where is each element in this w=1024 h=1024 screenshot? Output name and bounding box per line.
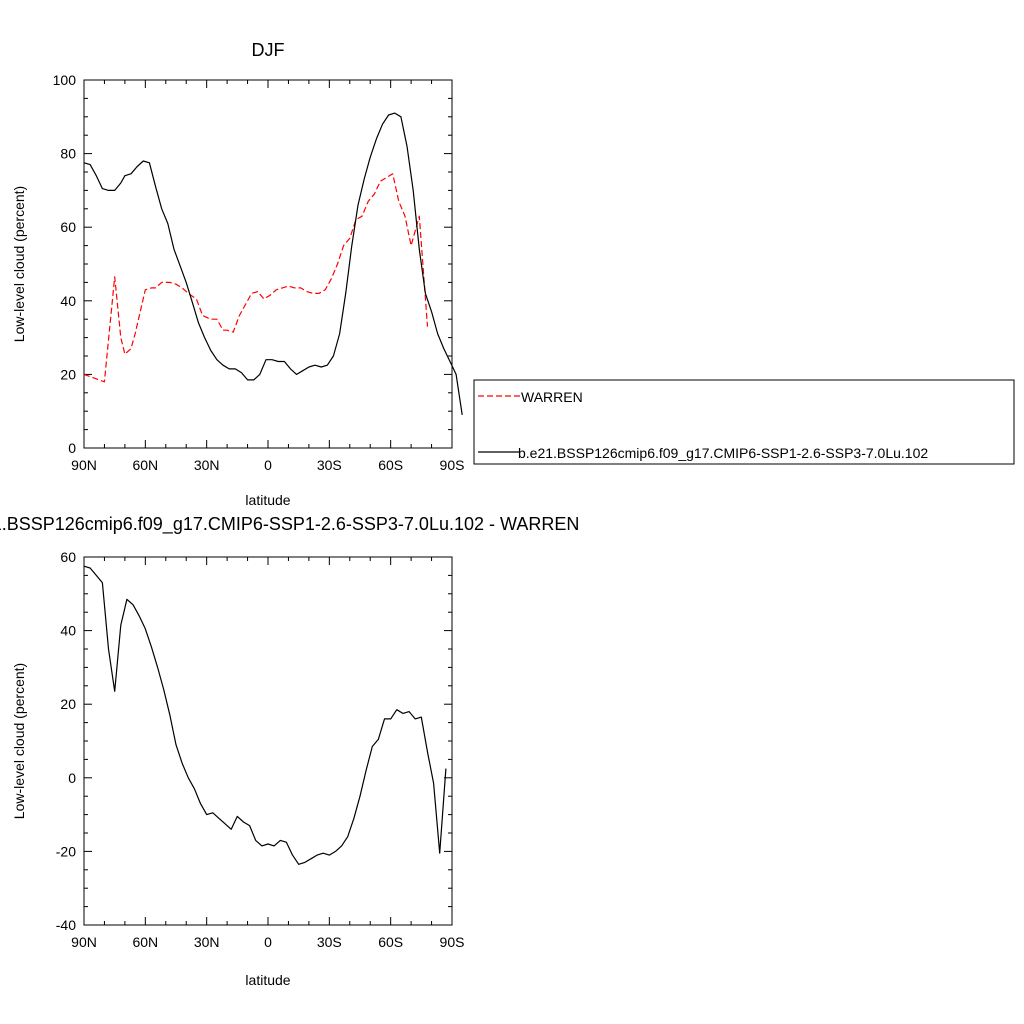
y-tick-label: -20 — [56, 843, 76, 859]
y-ticks: 0 20 40 60 80 100 — [53, 72, 452, 456]
x-tick-label: 30N — [194, 934, 220, 950]
y-tick-label: 80 — [60, 146, 76, 162]
plot-frame — [83, 79, 453, 449]
x-tick-label: 90S — [440, 934, 465, 950]
series-line-warren — [83, 173, 429, 383]
y-tick-label: 40 — [60, 623, 76, 639]
x-tick-label: 60S — [378, 457, 403, 473]
x-axis-label: latitude — [245, 492, 290, 508]
legend-label-warren: WARREN — [521, 389, 583, 405]
y-tick-label: 20 — [60, 696, 76, 712]
x-tick-label: 0 — [264, 934, 272, 950]
x-tick-label: 30S — [317, 457, 342, 473]
y-tick-label: 60 — [60, 219, 76, 235]
chart-panel-top: DJF Low-level cloud (percent) latitude 9… — [11, 40, 464, 508]
chart-panel-bottom: b.e21.BSSP126cmip6.f09_g17.CMIP6-SSP1-2.… — [0, 514, 579, 988]
legend-box — [473, 379, 1015, 465]
y-tick-label: -40 — [56, 917, 76, 933]
y-ticks: -40 -20 0 20 40 60 — [56, 549, 452, 933]
x-ticks: 90N 60N 30N 0 30S 60S 90S — [71, 80, 464, 473]
x-tick-label: 90S — [440, 457, 465, 473]
y-axis-label: Low-level cloud (percent) — [11, 663, 27, 819]
series-lines — [83, 112, 463, 415]
chart-title: DJF — [252, 40, 285, 60]
x-ticks: 90N 60N 30N 0 30S 60S 90S — [71, 557, 464, 950]
x-tick-label: 90N — [71, 934, 97, 950]
x-tick-label: 60S — [378, 934, 403, 950]
x-tick-label: 30N — [194, 457, 220, 473]
x-axis-label: latitude — [245, 972, 290, 988]
x-tick-label: 0 — [264, 457, 272, 473]
legend-label-model: b.e21.BSSP126cmip6.f09_g17.CMIP6-SSP1-2.… — [518, 445, 928, 461]
y-tick-label: 60 — [60, 549, 76, 565]
plot-frame — [83, 556, 453, 926]
chart-title: b.e21.BSSP126cmip6.f09_g17.CMIP6-SSP1-2.… — [0, 514, 579, 535]
y-tick-label: 0 — [68, 440, 76, 456]
legend: WARREN b.e21.BSSP126cmip6.f09_g17.CMIP6-… — [473, 379, 1015, 465]
y-tick-label: 20 — [60, 366, 76, 382]
x-tick-label: 30S — [317, 934, 342, 950]
y-tick-label: 0 — [68, 770, 76, 786]
series-lines — [83, 565, 447, 865]
y-tick-label: 100 — [53, 72, 77, 88]
x-tick-label: 60N — [132, 457, 158, 473]
series-line-model — [83, 565, 447, 865]
y-axis-label: Low-level cloud (percent) — [11, 186, 27, 342]
x-tick-label: 90N — [71, 457, 97, 473]
y-tick-label: 40 — [60, 293, 76, 309]
x-tick-label: 60N — [132, 934, 158, 950]
series-line-model — [83, 112, 463, 415]
